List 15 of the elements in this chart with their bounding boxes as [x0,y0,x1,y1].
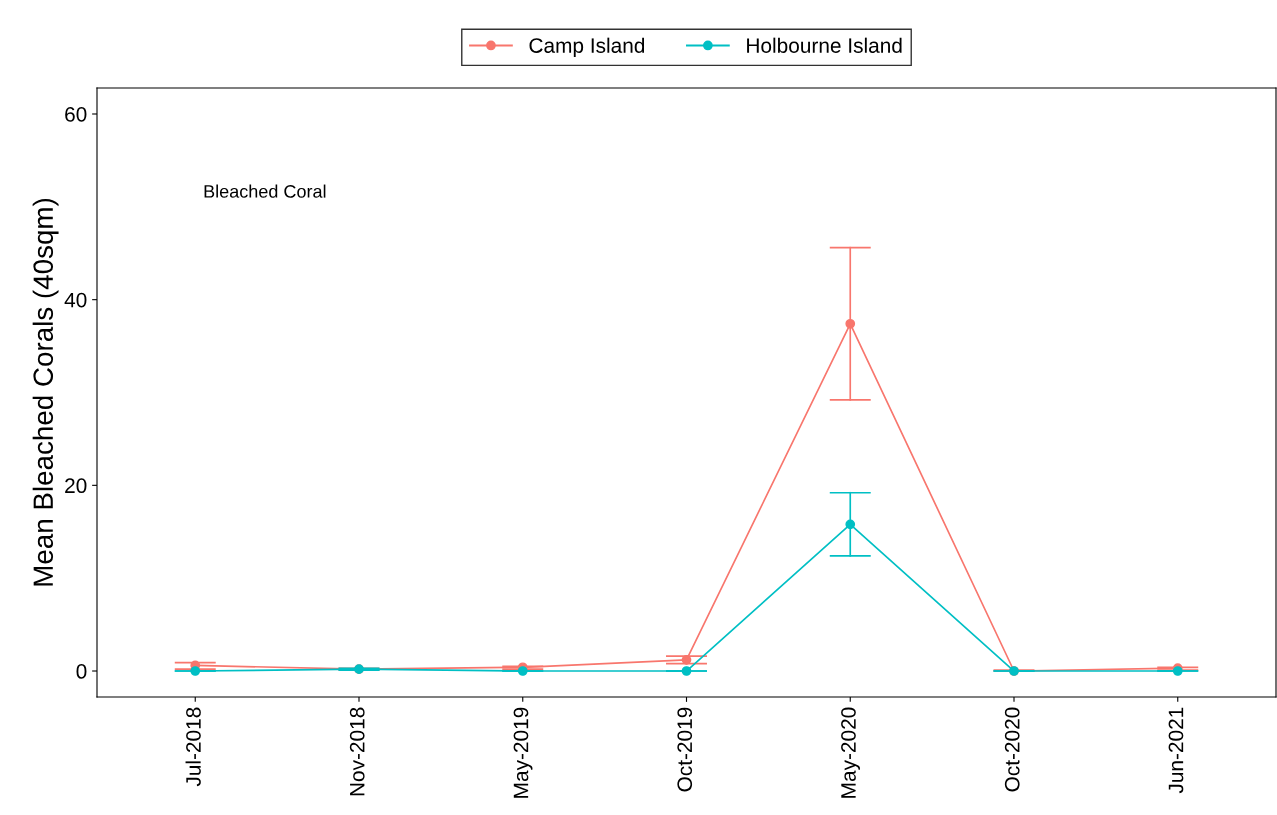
y-tick-label: 20 [65,478,87,494]
x-tick-label: Nov-2018 [349,707,365,796]
annotation: Bleached Coral [204,184,326,198]
legend-label: Camp Island [529,37,645,58]
y-tick-label: 60 [65,107,87,122]
y-tick-label: 0 [76,664,87,679]
x-tick-label: Oct-2019 [677,707,693,792]
y-tick-label: 40 [64,292,87,308]
x-tick-label: Jul-2018 [185,707,201,787]
x-tick-label: Jun-2021 [1168,707,1184,794]
x-tick-label: May-2019 [513,707,533,798]
x-tick-label: Oct-2020 [1004,707,1020,792]
y-axis-title: Mean Bleached Corals (40sqm) [32,198,59,586]
legend-label: Holbourne Island [747,37,902,53]
x-tick-label: May-2020 [841,707,860,798]
